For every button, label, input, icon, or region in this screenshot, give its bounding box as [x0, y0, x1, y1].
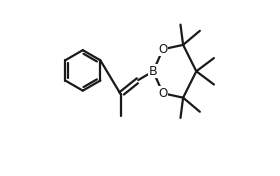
- Text: O: O: [158, 43, 167, 56]
- Text: O: O: [158, 87, 167, 100]
- Text: B: B: [149, 65, 158, 78]
